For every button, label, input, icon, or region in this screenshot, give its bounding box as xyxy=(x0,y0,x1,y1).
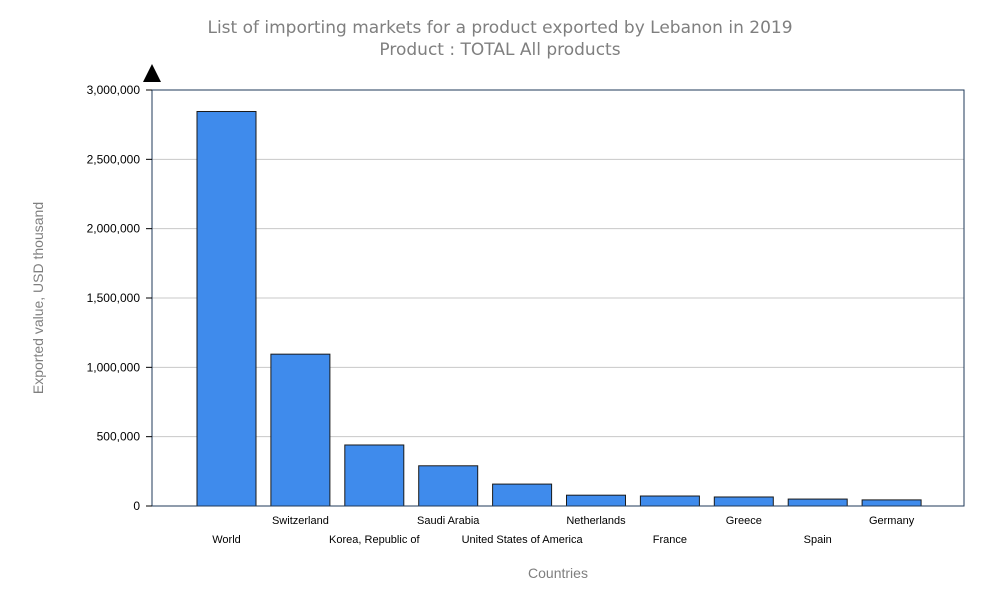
x-category-label: Switzerland xyxy=(272,515,329,527)
y-tick-label: 1,500,000 xyxy=(87,291,141,305)
y-tick-label: 2,000,000 xyxy=(87,222,141,236)
y-tick-label: 1,000,000 xyxy=(87,360,141,374)
bar-saudi-arabia xyxy=(418,465,479,507)
x-category-label: World xyxy=(212,534,241,546)
bar-france xyxy=(639,495,700,507)
y-tick-label: 500,000 xyxy=(97,430,141,444)
bar-world xyxy=(196,110,257,507)
y-axis-title: Exported value, USD thousand xyxy=(30,202,46,394)
x-category-label: United States of America xyxy=(462,534,584,546)
bar-germany xyxy=(861,499,922,507)
x-category-label: Greece xyxy=(726,515,762,527)
bar-switzerland xyxy=(270,353,331,507)
bar-spain xyxy=(787,498,848,507)
bar-korea-republic-of xyxy=(344,444,405,507)
bar-greece xyxy=(713,496,774,507)
chart-subtitle: Product : TOTAL All products xyxy=(379,40,621,60)
x-category-label: Netherlands xyxy=(566,515,626,527)
x-category-label: Germany xyxy=(869,515,915,527)
chart-title: List of importing markets for a product … xyxy=(207,18,793,38)
y-tick-label: 3,000,000 xyxy=(87,83,141,97)
bar-netherlands xyxy=(566,494,626,507)
x-axis-title: Countries xyxy=(528,565,588,581)
bar-united-states-of-america xyxy=(492,483,553,507)
y-axis-arrow-icon xyxy=(143,64,161,82)
x-category-label: France xyxy=(653,534,687,546)
x-category-label: Korea, Republic of xyxy=(329,534,420,546)
x-category-label: Saudi Arabia xyxy=(417,515,480,527)
x-category-label: Spain xyxy=(804,534,832,546)
bar-series xyxy=(196,110,922,507)
y-tick-label: 0 xyxy=(133,499,140,513)
y-axis-ticks: 0 500,000 1,000,000 1,500,000 2,000,000 2,500… xyxy=(87,83,152,513)
y-tick-label: 2,500,000 xyxy=(87,152,141,166)
